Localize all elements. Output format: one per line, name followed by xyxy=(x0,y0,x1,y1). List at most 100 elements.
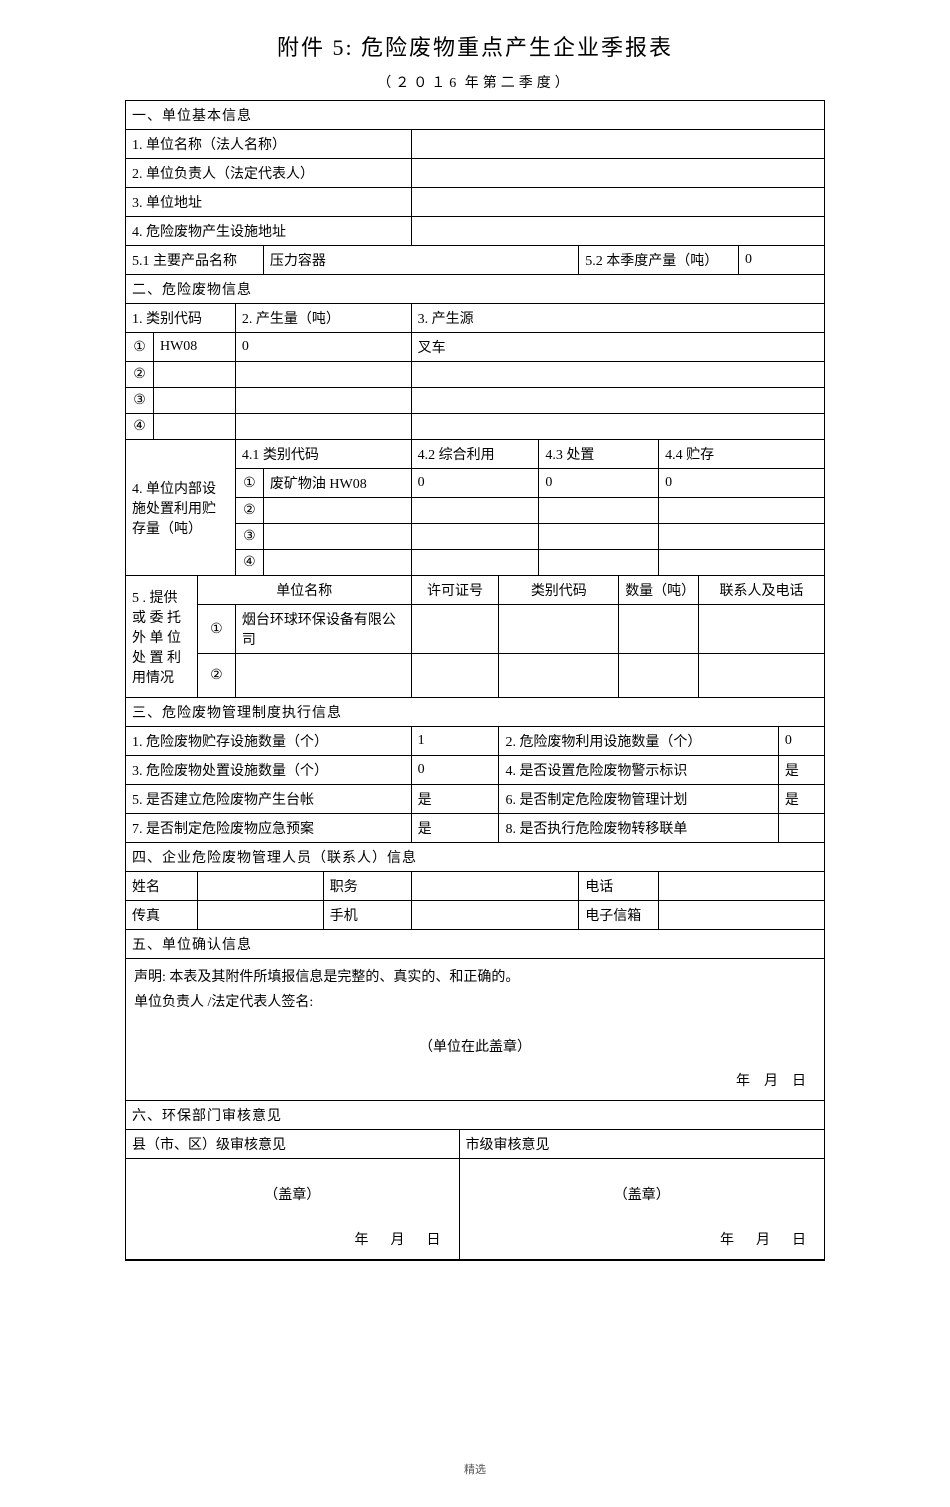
s5-declaration-cell: 声明: 本表及其附件所填报信息是完整的、真实的、和正确的。 单位负责人 /法定代… xyxy=(126,959,825,1101)
s2-4-r1-v3: 0 xyxy=(539,469,659,498)
s4-phone-label: 电话 xyxy=(579,872,659,901)
s2-row4-4: 4.4 贮存 xyxy=(659,440,825,469)
s4-email-label: 电子信箱 xyxy=(579,901,659,930)
s2-col2: 2. 产生量（吨） xyxy=(235,304,411,333)
s2-5-circled-2: ② xyxy=(197,654,235,698)
s2-circled-3: ③ xyxy=(126,388,154,414)
s2-5-r2-contact xyxy=(699,654,825,698)
s4-phone-value xyxy=(659,872,825,901)
s2-circled-4: ④ xyxy=(126,414,154,440)
s1-row3-label: 3. 单位地址 xyxy=(126,188,412,217)
s6-county-label: 县（市、区）级审核意见 xyxy=(126,1129,460,1158)
s4-position-value xyxy=(411,872,579,901)
s1-row4-value xyxy=(411,217,824,246)
s2-4-circled-2: ② xyxy=(235,498,263,524)
s2-r4-code xyxy=(153,414,235,440)
s2-4-r2-v4 xyxy=(659,498,825,524)
s2-r3-source xyxy=(411,388,824,414)
main-table: 一、单位基本信息 1. 单位名称（法人名称） 2. 单位负责人（法定代表人） 3… xyxy=(125,100,825,1261)
s5-declaration: 声明: 本表及其附件所填报信息是完整的、真实的、和正确的。 xyxy=(134,965,816,990)
s3-q8: 8. 是否执行危险废物转移联单 xyxy=(499,814,778,843)
s3-q7: 7. 是否制定危险废物应急预案 xyxy=(126,814,412,843)
s3-a5: 是 xyxy=(411,785,499,814)
s2-r1-code: HW08 xyxy=(153,333,235,362)
s2-5-r1-contact xyxy=(699,605,825,654)
s2-r1-qty: 0 xyxy=(235,333,411,362)
s6-county-date: 年 月 日 xyxy=(130,1229,455,1249)
s2-4-r4-v3 xyxy=(539,550,659,576)
footer-note: 精选 xyxy=(0,1461,950,1477)
s1-row2-label: 2. 单位负责人（法定代表人） xyxy=(126,159,412,188)
s2-4-r3-v2 xyxy=(411,524,539,550)
s3-q4: 4. 是否设置危险废物警示标识 xyxy=(499,756,778,785)
s2-5-r2-unit xyxy=(235,654,411,698)
s4-mobile-label: 手机 xyxy=(323,901,411,930)
s2-col3: 3. 产生源 xyxy=(411,304,824,333)
s2-5-r2-code xyxy=(499,654,619,698)
s2-r2-qty xyxy=(235,362,411,388)
subtitle-prefix: （２０１ xyxy=(377,76,449,91)
s6-city-date: 年 月 日 xyxy=(464,1229,820,1249)
s2-row5-label: 5 . 提供 或 委 托 外 单 位 处 置 利 用情况 xyxy=(126,576,198,698)
s2-5-circled-1: ① xyxy=(197,605,235,654)
s2-row4-2: 4.2 综合利用 xyxy=(411,440,539,469)
s4-email-value xyxy=(659,901,825,930)
s1-row1-value xyxy=(411,130,824,159)
s3-a1: 1 xyxy=(411,727,499,756)
s3-q5: 5. 是否建立危险废物产生台帐 xyxy=(126,785,412,814)
section6-heading: 六、环保部门审核意见 xyxy=(126,1100,825,1129)
s4-name-label: 姓名 xyxy=(126,872,198,901)
s2-4-r3-v4 xyxy=(659,524,825,550)
s2-5-r1-qty xyxy=(619,605,699,654)
s3-q6: 6. 是否制定危险废物管理计划 xyxy=(499,785,778,814)
s4-mobile-value xyxy=(411,901,579,930)
s2-row5-permit: 许可证号 xyxy=(411,576,499,605)
subtitle-suffix: 年第二季度） xyxy=(457,76,573,91)
s2-r2-code xyxy=(153,362,235,388)
s2-5-r2-permit xyxy=(411,654,499,698)
section5-heading: 五、单位确认信息 xyxy=(126,930,825,959)
s3-a7: 是 xyxy=(411,814,499,843)
document-title: 附件 5: 危险废物重点产生企业季报表 xyxy=(0,30,950,62)
s2-4-r4-v2 xyxy=(411,550,539,576)
s1-row5-2-label: 5.2 本季度产量（吨） xyxy=(579,246,739,275)
s5-signer: 单位负责人 /法定代表人签名: xyxy=(134,990,816,1015)
s3-a2: 0 xyxy=(778,727,824,756)
s1-row5-1-value: 压力容器 xyxy=(263,246,578,275)
s2-row5-contact: 联系人及电话 xyxy=(699,576,825,605)
s2-4-r4-v4 xyxy=(659,550,825,576)
s2-row5-unit: 单位名称 xyxy=(197,576,411,605)
s3-q3: 3. 危险废物处置设施数量（个） xyxy=(126,756,412,785)
s3-q1: 1. 危险废物贮存设施数量（个） xyxy=(126,727,412,756)
s2-4-r1-code: 废矿物油 HW08 xyxy=(263,469,411,498)
s2-col1: 1. 类别代码 xyxy=(126,304,236,333)
s5-date: 年 月 日 xyxy=(134,1069,816,1094)
s4-name-value xyxy=(197,872,323,901)
s2-4-r4-code xyxy=(263,550,411,576)
s2-row4-1: 4.1 类别代码 xyxy=(235,440,411,469)
section1-heading: 一、单位基本信息 xyxy=(126,101,825,130)
s2-r4-qty xyxy=(235,414,411,440)
s2-4-r2-code xyxy=(263,498,411,524)
s6-county-seal-text: （盖章） xyxy=(130,1184,455,1204)
s2-5-r1-permit xyxy=(411,605,499,654)
s3-a8 xyxy=(778,814,824,843)
s1-row5-1-label: 5.1 主要产品名称 xyxy=(126,246,264,275)
s2-r1-source: 叉车 xyxy=(411,333,824,362)
s6-city-label: 市级审核意见 xyxy=(459,1129,824,1158)
s2-r3-qty xyxy=(235,388,411,414)
s2-row5-catcode: 类别代码 xyxy=(499,576,619,605)
s2-4-r2-v2 xyxy=(411,498,539,524)
s2-circled-1: ① xyxy=(126,333,154,362)
s1-row1-label: 1. 单位名称（法人名称） xyxy=(126,130,412,159)
s2-row4-label: 4. 单位内部设施处置利用贮存量（吨） xyxy=(126,440,236,576)
s1-row5-2-value: 0 xyxy=(739,246,825,275)
s2-r4-source xyxy=(411,414,824,440)
s6-city-seal-text: （盖章） xyxy=(464,1184,820,1204)
section3-heading: 三、危险废物管理制度执行信息 xyxy=(126,698,825,727)
s2-4-r3-v3 xyxy=(539,524,659,550)
section4-heading: 四、企业危险废物管理人员（联系人）信息 xyxy=(126,843,825,872)
s3-q2: 2. 危险废物利用设施数量（个） xyxy=(499,727,778,756)
s2-r3-code xyxy=(153,388,235,414)
s3-a4: 是 xyxy=(778,756,824,785)
